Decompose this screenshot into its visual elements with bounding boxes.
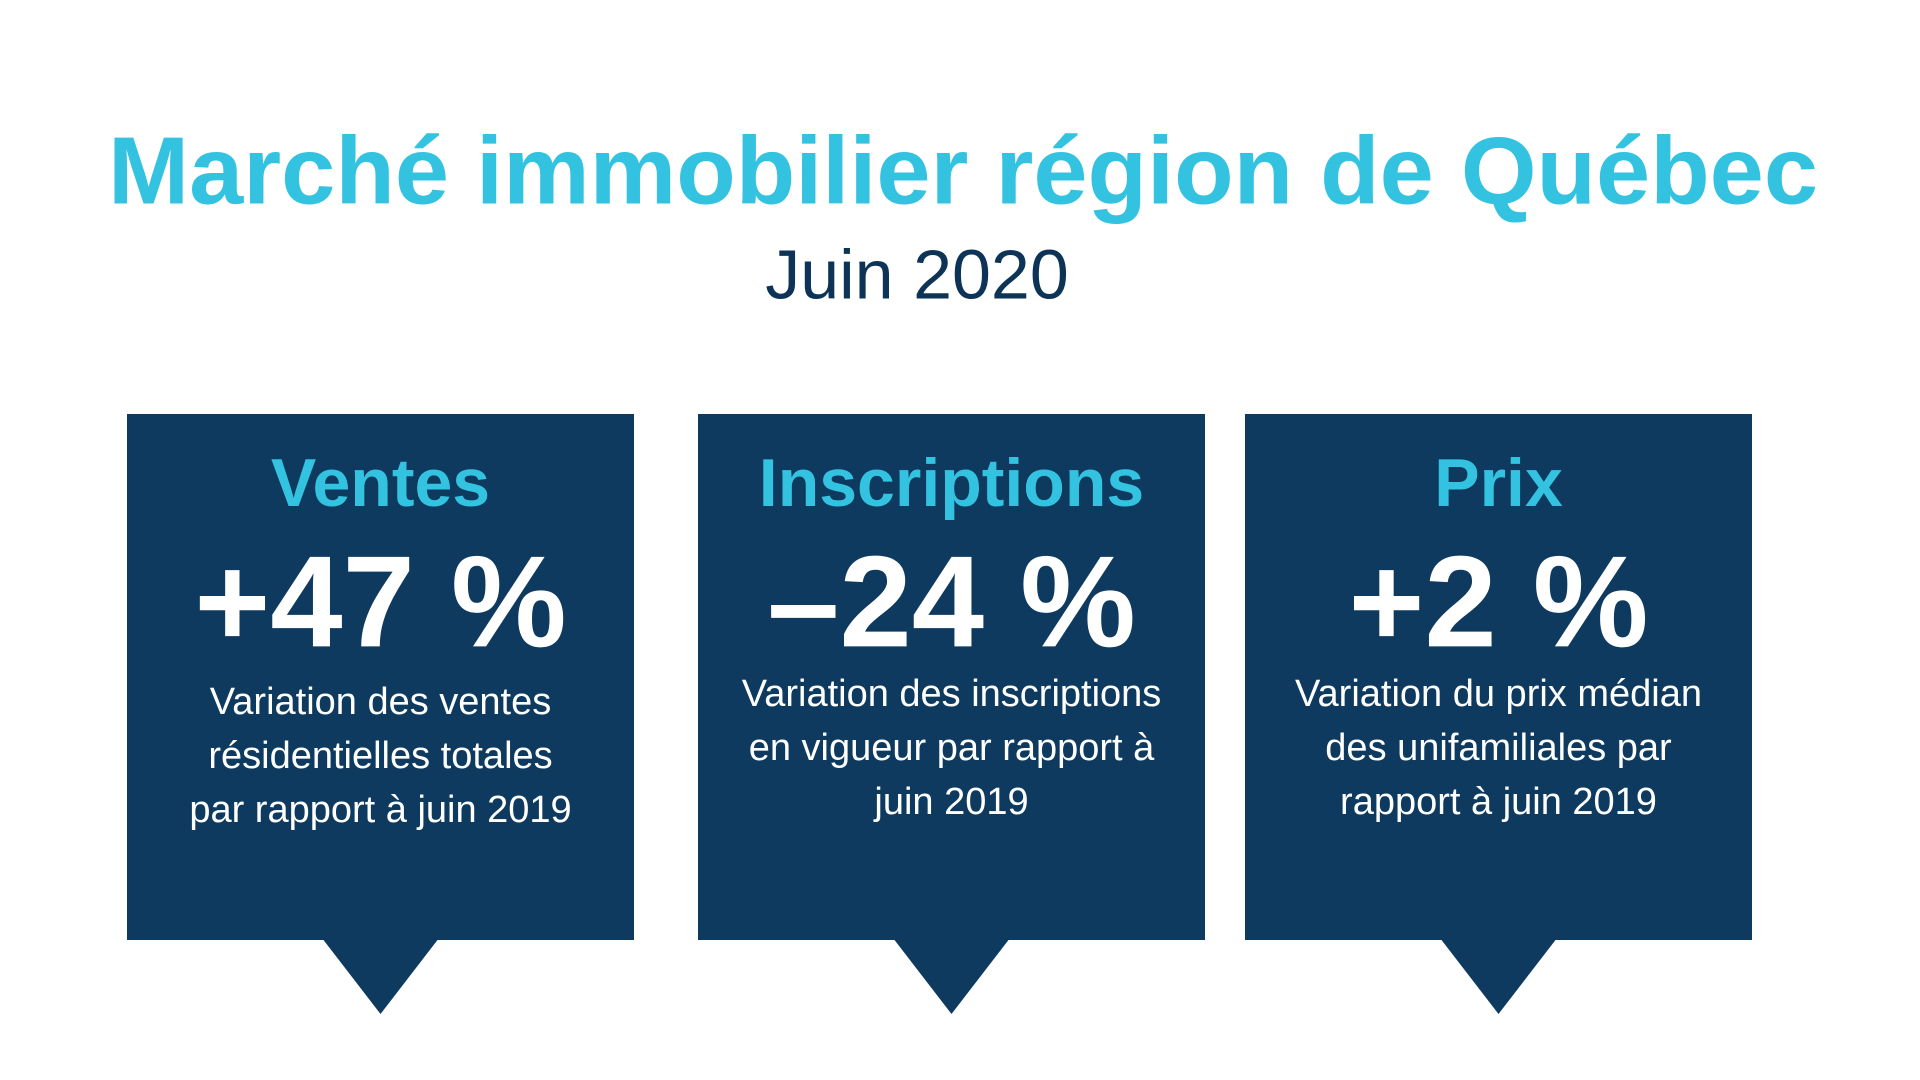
card-description: des unifamiliales par bbox=[1325, 727, 1672, 769]
subtitle: Juin 2020 bbox=[765, 235, 1069, 313]
card-description: juin 2019 bbox=[873, 781, 1028, 823]
card-description: rapport à juin 2019 bbox=[1340, 781, 1657, 823]
card-description: Variation des inscriptions bbox=[742, 673, 1162, 715]
card-value: +47 % bbox=[194, 528, 566, 674]
title: Marché immobilier région de Québec bbox=[108, 117, 1818, 224]
card-bubble bbox=[1245, 414, 1752, 1014]
card-heading: Inscriptions bbox=[759, 445, 1144, 521]
card-description: résidentielles totales bbox=[208, 735, 552, 777]
card-heading: Ventes bbox=[271, 445, 490, 521]
card-value: –24 % bbox=[767, 528, 1136, 674]
card-description: en vigueur par rapport à bbox=[749, 727, 1155, 769]
card-description: Variation du prix médian bbox=[1295, 673, 1702, 715]
card-bubble bbox=[127, 414, 634, 1014]
card-value: +2 % bbox=[1349, 528, 1649, 674]
card-description: par rapport à juin 2019 bbox=[189, 789, 571, 831]
card-description: Variation des ventes bbox=[210, 681, 552, 723]
card-bubble bbox=[698, 414, 1205, 1014]
card-heading: Prix bbox=[1434, 445, 1563, 521]
